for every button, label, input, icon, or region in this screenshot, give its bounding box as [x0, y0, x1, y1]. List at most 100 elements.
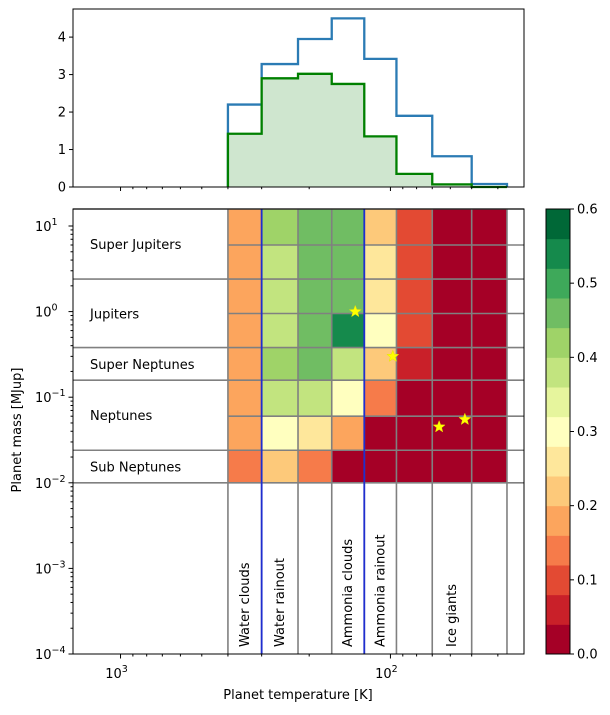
y-tick-label: 10−3 — [35, 559, 66, 577]
heatmap-cell — [471, 313, 507, 348]
heatmap-cell — [227, 209, 262, 245]
colorbar-segment — [546, 357, 570, 388]
colorbar-segment — [546, 535, 570, 566]
x-tick-label: 102 — [375, 664, 398, 682]
colorbar-segment — [546, 565, 570, 596]
temperature-class-label: Ammonia rainout — [373, 534, 388, 647]
heatmap-cell — [396, 209, 433, 245]
y-tick-base: 10 — [35, 391, 52, 406]
histogram-ytick-label: 4 — [58, 31, 66, 46]
heatmap-cell — [471, 209, 507, 245]
heatmap-cell — [331, 450, 365, 483]
heatmap-cell — [227, 450, 262, 483]
heatmap-cell — [364, 347, 397, 381]
y-tick-exp: −3 — [52, 559, 66, 570]
heatmap-panel: Super Jupiters Jupiters Super Neptunes Nept… — [35, 208, 525, 682]
y-tick-exp: −4 — [52, 645, 66, 656]
mass-class-label: Jupiters — [89, 307, 139, 322]
y-tick-base: 10 — [35, 306, 52, 321]
histogram-fill-1 — [227, 73, 507, 187]
heatmap-cell — [364, 209, 397, 245]
x-tick-label: 103 — [105, 664, 128, 682]
colorbar-tick-label: 0.5 — [577, 277, 598, 292]
temperature-class-label: Water clouds — [238, 562, 253, 647]
colorbar-segment — [546, 209, 570, 240]
heatmap-cell — [364, 416, 397, 451]
colorbar-segment — [546, 298, 570, 329]
heatmap-cell — [432, 313, 472, 348]
heatmap-cell — [364, 313, 397, 348]
heatmap-cell — [261, 313, 299, 348]
heatmap-cell — [471, 347, 507, 381]
mass-class-label: Super Neptunes — [90, 358, 195, 373]
histogram-ytick-label: 0 — [58, 181, 66, 196]
y-tick-exp: 1 — [52, 217, 58, 228]
y-tick-exp: −1 — [52, 388, 66, 399]
heatmap-cell — [471, 416, 507, 451]
colorbar-tick-label: 0.2 — [577, 499, 598, 514]
y-tick-label: 101 — [35, 217, 58, 235]
heatmap-cell — [331, 279, 365, 314]
y-tick-label: 10−1 — [35, 388, 66, 406]
heatmap-cell — [396, 313, 433, 348]
histogram-frame — [72, 8, 525, 188]
heatmap-cell — [396, 347, 433, 381]
x-tick-exp: 2 — [392, 664, 398, 675]
heatmap-cell — [331, 244, 365, 280]
heatmap-cell — [227, 347, 262, 381]
colorbar-segment — [546, 327, 570, 358]
heatmap-cell — [298, 209, 332, 245]
heatmap-cell — [331, 313, 365, 348]
heatmap-cell — [396, 416, 433, 451]
heatmap-cell — [227, 244, 262, 280]
heatmap-cell — [471, 244, 507, 280]
heatmap-cell — [432, 279, 472, 314]
y-tick-base: 10 — [35, 648, 52, 663]
heatmap-cell — [471, 450, 507, 483]
planet-star-marker — [458, 412, 472, 426]
heatmap-cell — [432, 450, 472, 483]
heatmap-cell — [396, 279, 433, 314]
histogram-step-1 — [226, 72, 507, 189]
y-tick-exp: −2 — [52, 474, 66, 485]
x-tick-base: 10 — [105, 667, 122, 682]
x-tick-base: 10 — [375, 667, 392, 682]
colorbar-segment — [546, 624, 570, 655]
heatmap-cell — [432, 244, 472, 280]
y-tick-label: 10−2 — [35, 474, 66, 492]
heatmap-cell — [471, 380, 507, 417]
heatmap-cell — [364, 244, 397, 280]
colorbar-segment — [546, 505, 570, 536]
y-axis-label: Planet mass [MJup] — [10, 368, 25, 493]
heatmap-cell — [227, 380, 262, 417]
mass-class-label: Neptunes — [90, 409, 153, 424]
heatmap-cell — [396, 380, 433, 417]
colorbar-segment — [546, 238, 570, 269]
heatmap-cell — [261, 416, 299, 451]
colorbar-tick-label: 0.6 — [577, 203, 598, 218]
heatmap-cell — [261, 209, 299, 245]
x-tick-exp: 3 — [122, 664, 128, 675]
heatmap-cell — [364, 279, 397, 314]
colorbar-tick-label: 0.1 — [577, 573, 598, 588]
y-tick-label: 10−4 — [35, 645, 66, 663]
heatmap-cell — [227, 279, 262, 314]
colorbar-segment — [546, 594, 570, 625]
heatmap-cell — [471, 279, 507, 314]
heatmap-cell — [432, 380, 472, 417]
heatmap-cell — [364, 450, 397, 483]
y-tick-base: 10 — [35, 220, 52, 235]
colorbar-tick-label: 0.0 — [577, 648, 598, 663]
histogram-panel: 0 1 2 3 4 — [58, 8, 525, 196]
heatmap-cell — [298, 416, 332, 451]
mass-class-label: Sub Neptunes — [90, 461, 181, 476]
heatmap-cell — [298, 347, 332, 381]
histogram-step-0 — [226, 17, 509, 187]
heatmap-cell — [396, 244, 433, 280]
heatmap-cell — [331, 380, 365, 417]
colorbar-segment — [546, 416, 570, 447]
histogram-ytick-label: 2 — [58, 106, 66, 121]
temperature-class-label: Ammonia clouds — [341, 539, 356, 647]
colorbar-segment — [546, 446, 570, 477]
x-axis-label: Planet temperature [K] — [223, 688, 372, 703]
